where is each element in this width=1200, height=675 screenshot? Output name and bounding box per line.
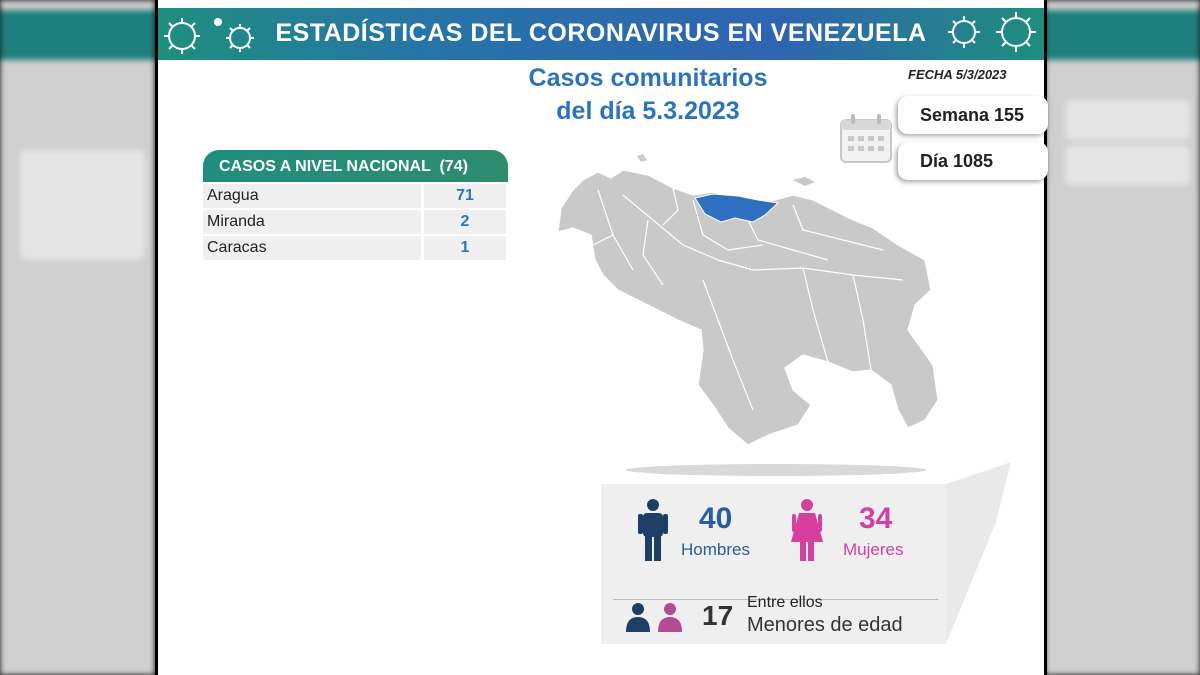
women-count: 34 xyxy=(859,502,893,535)
date-label: FECHA 5/3/2023 xyxy=(908,67,1007,82)
minors-label-2: Menores de edad xyxy=(747,614,903,636)
state-cases: 71 xyxy=(424,184,506,208)
table-row: Caracas 1 xyxy=(203,236,508,260)
men-label: Hombres xyxy=(681,540,750,559)
background-blur-left xyxy=(0,0,155,675)
calendar-icon xyxy=(840,114,892,163)
virus-icon xyxy=(948,12,1036,52)
national-cases-table: CASOS A NIVEL NACIONAL (74) Aragua 71 Mi… xyxy=(203,150,508,260)
minors-label-1: Entre ellos xyxy=(747,594,823,611)
panel-divider xyxy=(613,599,938,600)
day-badge: Día 1085 xyxy=(898,142,1048,180)
venezuela-map xyxy=(557,154,939,446)
state-name: Aragua xyxy=(203,184,421,208)
men-count: 40 xyxy=(699,502,733,535)
map-highlight-state xyxy=(694,193,780,223)
children-icon xyxy=(626,603,682,632)
state-name: Caracas xyxy=(203,236,421,260)
subtitle-line-1: Casos comunitarios xyxy=(528,64,768,92)
header-title: ESTADÍSTICAS DEL CORONAVIRUS EN VENEZUEL… xyxy=(275,19,927,47)
map-island xyxy=(793,177,815,186)
virus-icon xyxy=(164,18,254,54)
table-row: Miranda 2 xyxy=(203,210,508,234)
page-subtitle: Casos comunitarios del día 5.3.2023 xyxy=(448,62,848,128)
table-header: CASOS A NIVEL NACIONAL (74) xyxy=(203,150,508,182)
table-row: Aragua 71 xyxy=(203,184,508,208)
subtitle-line-2: del día 5.3.2023 xyxy=(556,97,740,125)
minors-count: 17 xyxy=(702,600,734,631)
women-label: Mujeres xyxy=(843,540,904,559)
man-icon xyxy=(638,499,668,561)
state-cases: 2 xyxy=(424,210,506,234)
map-island xyxy=(637,154,647,162)
state-cases: 1 xyxy=(424,236,506,260)
state-name: Miranda xyxy=(203,210,421,234)
header-banner: ESTADÍSTICAS DEL CORONAVIRUS EN VENEZUEL… xyxy=(158,8,1044,60)
demographics-panel-body: 40 Hombres 34 Mujeres 17 Entre ellos Men… xyxy=(601,484,946,644)
background-blur-right xyxy=(1045,0,1200,675)
demographics-panel: 40 Hombres 34 Mujeres 17 Entre ellos Men… xyxy=(601,462,1011,644)
panel-shadow xyxy=(626,462,1011,644)
infographic-card: ESTADÍSTICAS DEL CORONAVIRUS EN VENEZUEL… xyxy=(155,0,1048,675)
woman-icon xyxy=(791,499,823,561)
week-badge: Semana 155 xyxy=(898,96,1048,134)
